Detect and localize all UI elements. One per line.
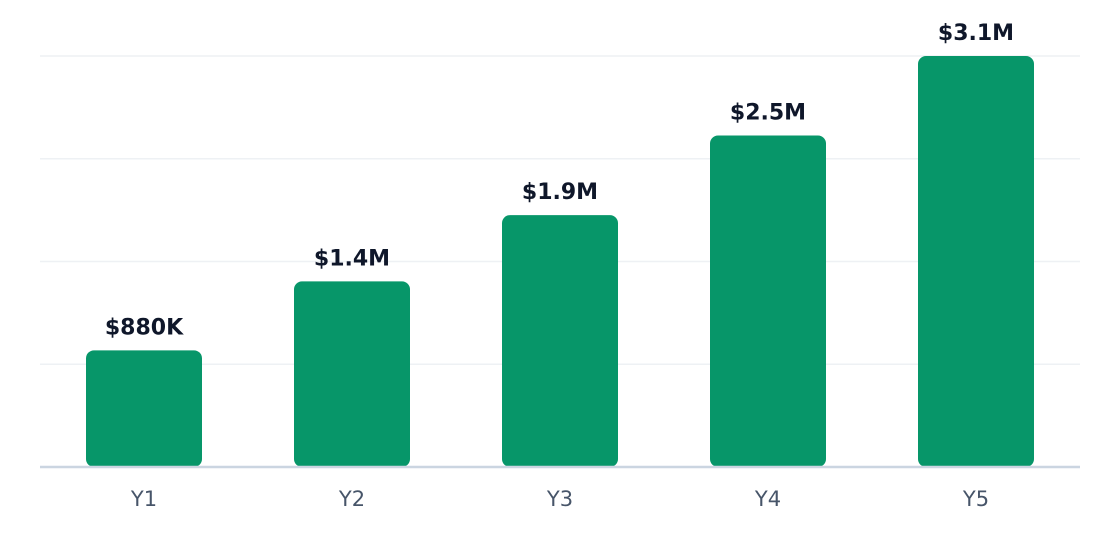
x-tick-label: Y1 xyxy=(130,487,157,511)
value-label: $2.5M xyxy=(730,101,806,126)
bar xyxy=(86,350,202,467)
x-tick-label: Y3 xyxy=(546,487,573,511)
bar xyxy=(918,56,1034,467)
x-tick-label: Y5 xyxy=(962,487,989,511)
value-label: $880K xyxy=(105,315,184,340)
value-label: $3.1M xyxy=(938,21,1014,46)
bar xyxy=(294,281,410,467)
value-label: $1.4M xyxy=(314,246,390,271)
bar xyxy=(710,135,826,467)
bar xyxy=(502,215,618,467)
x-tick-label: Y4 xyxy=(754,487,781,511)
value-label: $1.9M xyxy=(522,180,598,205)
x-tick-label: Y2 xyxy=(338,487,365,511)
